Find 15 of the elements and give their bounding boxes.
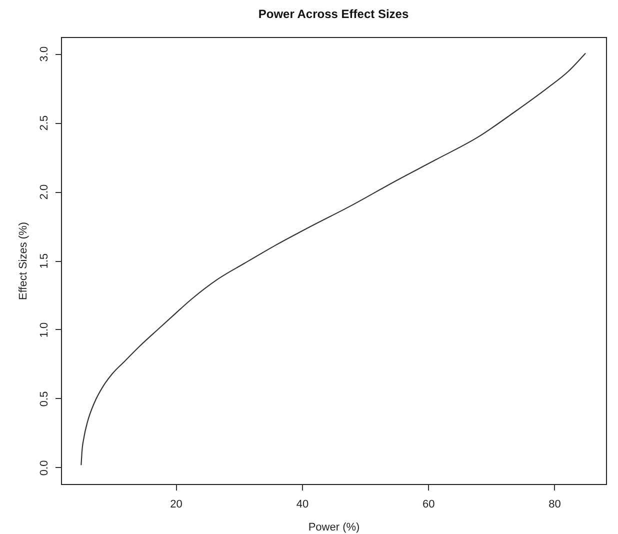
y-tick-label: 1.0 [38, 322, 50, 338]
y-tick-label: 0.0 [38, 460, 50, 476]
line-series [80, 53, 586, 466]
x-tick-label: 60 [422, 498, 435, 510]
chart-title: Power Across Effect Sizes [258, 7, 409, 21]
y-tick-label: 2.0 [38, 184, 50, 200]
y-tick-label: 3.0 [38, 46, 50, 62]
y-axis-title: Effect Sizes (%) [18, 222, 30, 300]
x-tick-label: 80 [548, 498, 561, 510]
y-tick-label: 2.5 [38, 115, 50, 131]
x-axis-title: Power (%) [308, 522, 360, 534]
x-tick-label: 20 [170, 498, 182, 510]
y-tick-label: 1.5 [38, 253, 50, 269]
y-tick-label: 0.5 [38, 391, 50, 407]
x-tick-label: 40 [296, 498, 309, 510]
